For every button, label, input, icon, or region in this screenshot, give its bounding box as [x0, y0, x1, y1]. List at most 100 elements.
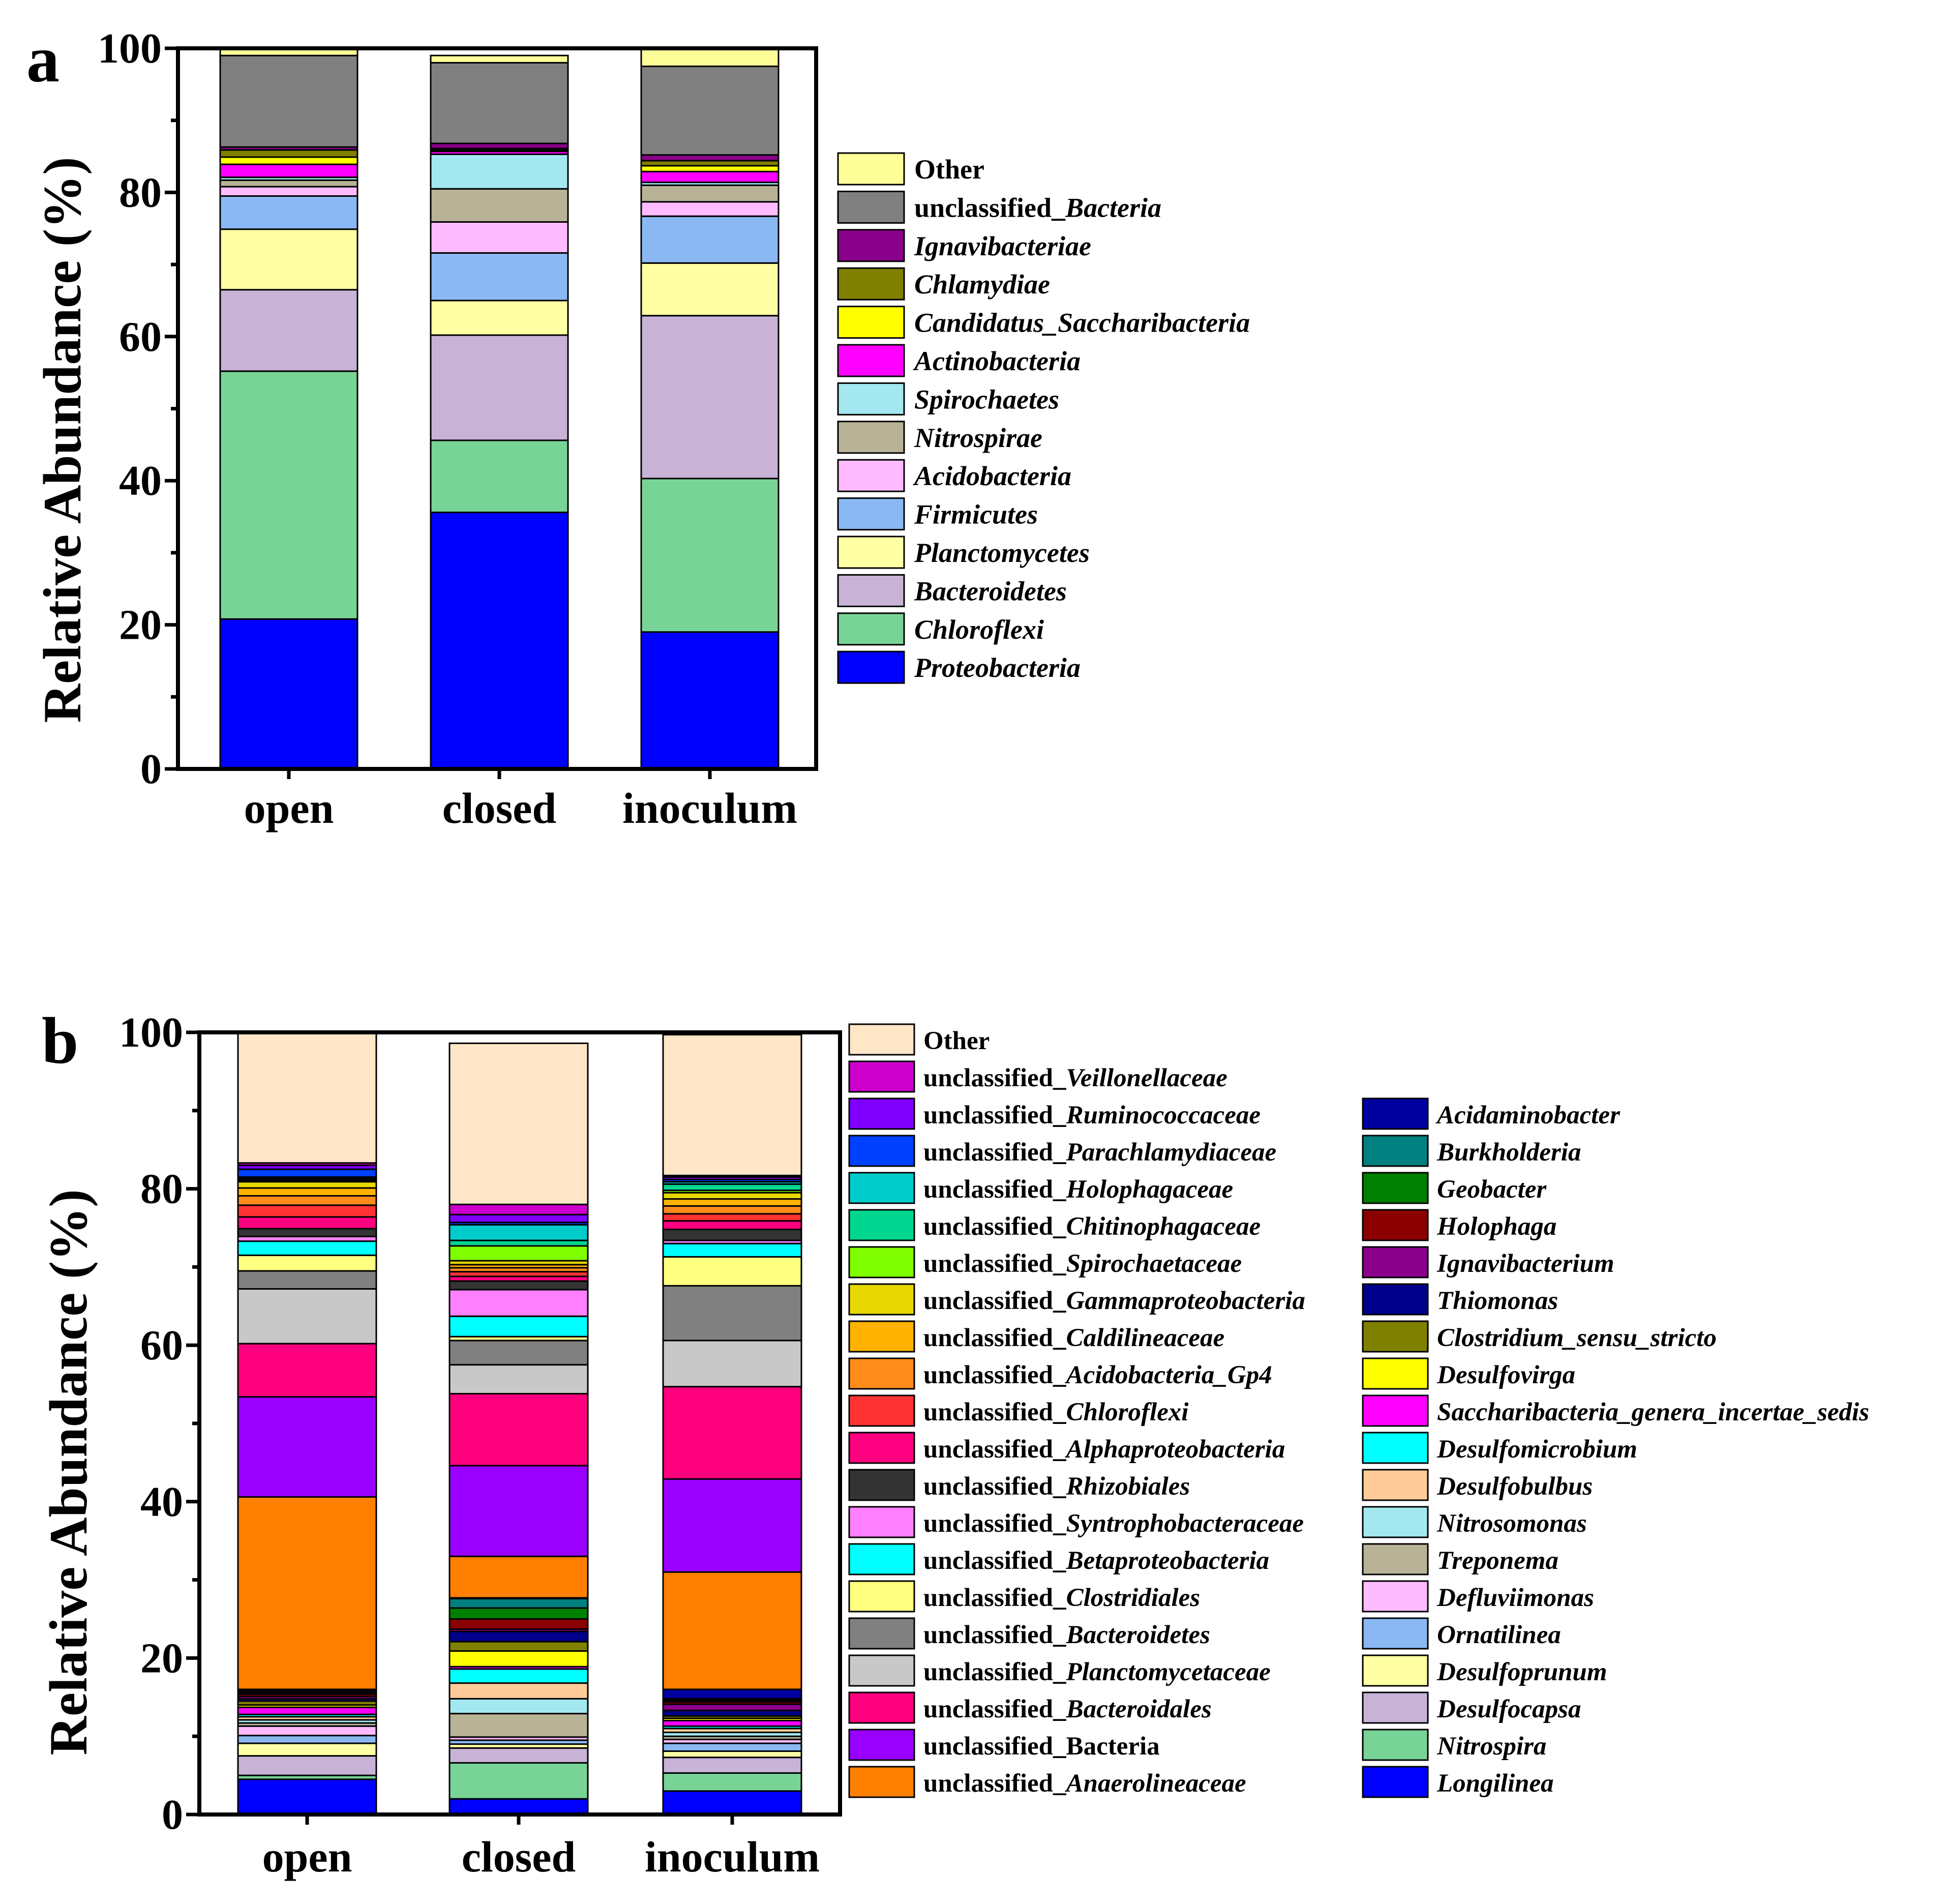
- legend-label-prefix: unclassified_: [923, 1769, 1066, 1798]
- bar-segment-inoculum-unclassified-bacteria: [662, 1478, 802, 1573]
- legend-item-desulfomicrobium: Desulfomicrobium: [1362, 1432, 1637, 1464]
- legend-label: unclassified_Clostridiales: [923, 1584, 1200, 1612]
- legend-swatch: [1362, 1283, 1429, 1316]
- legend-swatch: [1362, 1766, 1429, 1798]
- legend-label-prefix: unclassified_: [923, 1250, 1066, 1278]
- legend-swatch: [848, 1729, 915, 1761]
- legend-swatch: [837, 229, 905, 262]
- y-tick-label: 80: [119, 169, 162, 216]
- legend-swatch: [837, 344, 905, 377]
- bar-segment-open-desulfoprunum: [237, 1742, 377, 1757]
- legend-label-prefix: unclassified_: [923, 1101, 1066, 1129]
- legend-label-italic: Bacteroidetes: [914, 576, 1067, 606]
- legend-item-ignavibacterium: Ignavibacterium: [1362, 1246, 1614, 1278]
- x-category-label-open: open: [244, 784, 334, 832]
- bar-segment-inoculum-other: [640, 47, 780, 67]
- bar-segment-inoculum-ornatilinea: [662, 1742, 802, 1752]
- bar-segment-open-planctomycetes: [219, 228, 358, 291]
- legend-label-italic: Alphaproteobacteria: [1065, 1435, 1285, 1464]
- legend-label: unclassified_Anaerolineaceae: [923, 1769, 1246, 1798]
- legend-item-unclassified-spirochaetaceae: unclassified_Spirochaetaceae: [848, 1246, 1242, 1278]
- bar-segment-open-unclassified-bacteroidales: [237, 1343, 377, 1398]
- bar-segment-closed-other: [430, 54, 569, 64]
- bar-segment-closed-nitrospira: [448, 1762, 589, 1800]
- legend-swatch: [848, 1394, 915, 1427]
- legend-item-desulfovirga: Desulfovirga: [1362, 1357, 1575, 1390]
- legend-label: Acidaminobacter: [1435, 1101, 1621, 1129]
- legend-swatch: [848, 1766, 915, 1798]
- panel-b-letter: b: [42, 1004, 78, 1078]
- legend-label-prefix: Other: [914, 154, 984, 185]
- bar-segment-closed-desulfomicrobium: [448, 1668, 589, 1684]
- y-tick-label: 100: [98, 25, 162, 72]
- legend-label: Spirochaetes: [914, 384, 1059, 414]
- legend-label: Saccharibacteria_genera_incertae_sedis: [1437, 1398, 1869, 1426]
- legend-item-unclassified-chloroflexi: unclassified_Chloroflexi: [848, 1394, 1188, 1427]
- bar-segment-closed-chloroflexi: [430, 439, 569, 514]
- legend-label-italic: Gammaproteobacteria: [1066, 1287, 1305, 1315]
- bar-segment-closed-unclassified-veillonellaceae: [448, 1203, 589, 1215]
- legend-swatch: [837, 190, 905, 224]
- legend-label: unclassified_Spirochaetaceae: [923, 1250, 1242, 1278]
- bar-segment-open-unclassified-alphaproteobacteria: [237, 1216, 377, 1230]
- legend-item-other: Other: [848, 1023, 990, 1056]
- legend-swatch: [848, 1172, 915, 1204]
- legend-item-unclassified-betaproteobacteria: unclassified_Betaproteobacteria: [848, 1543, 1269, 1575]
- legend-item-unclassified-alphaproteobacteria: unclassified_Alphaproteobacteria: [848, 1432, 1285, 1464]
- bar-segment-open-ornatilinea: [237, 1735, 377, 1744]
- legend-label: unclassified_Bacteroidetes: [923, 1621, 1210, 1649]
- legend-label-italic: Desulfoprunum: [1436, 1658, 1607, 1686]
- bar-segment-closed-unclassified-chitinophagaceae: [448, 1239, 589, 1247]
- legend-label: Proteobacteria: [914, 652, 1081, 683]
- legend-item-candidatus-saccharibacteria: Candidatus_Saccharibacteria: [837, 306, 1250, 339]
- legend-label-italic: Betaproteobacteria: [1066, 1546, 1269, 1575]
- legend-swatch: [848, 1135, 915, 1167]
- legend-swatch: [848, 1432, 915, 1464]
- bar-segment-open-unclassified-chloroflexi: [237, 1204, 377, 1218]
- legend-item-clostridium-sensu-stricto: Clostridium_sensu_stricto: [1362, 1320, 1717, 1353]
- legend-label-italic: Ignavibacteriae: [914, 231, 1091, 261]
- bar-segment-inoculum-unclassified-planctomycetaceae: [662, 1340, 802, 1388]
- legend-swatch: [837, 382, 905, 415]
- legend-label: unclassified_Bacteria: [914, 192, 1161, 223]
- legend-swatch: [1362, 1617, 1429, 1650]
- bar-segment-inoculum-unclassified-chitinophagaceae: [662, 1183, 802, 1192]
- legend-swatch: [1362, 1654, 1429, 1687]
- legend-swatch: [848, 1506, 915, 1538]
- legend-swatch: [848, 1097, 915, 1130]
- legend-item-proteobacteria: Proteobacteria: [837, 650, 1081, 684]
- legend-swatch: [848, 1543, 915, 1575]
- legend-label: Other: [923, 1027, 990, 1055]
- bar-segment-inoculum-ignavibacteriae: [640, 154, 780, 162]
- legend-item-treponema: Treponema: [1362, 1543, 1559, 1575]
- legend-label: Chlamydiae: [914, 269, 1050, 300]
- legend-label: Desulfovirga: [1436, 1361, 1575, 1389]
- legend-label-italic: Desulfocapsa: [1436, 1695, 1581, 1723]
- bar-segment-inoculum-nitrospira: [662, 1772, 802, 1792]
- legend-label: Chloroflexi: [914, 614, 1044, 645]
- panel-b-legend: Otherunclassified_Veillonellaceaeunclass…: [848, 1023, 1869, 1798]
- panel-b-axes: 0 20 40 60 80 100 open closed inoculum: [119, 1009, 842, 1881]
- legend-label-italic: Chitinophagaceae: [1066, 1212, 1261, 1241]
- legend-label-prefix: unclassified_: [923, 1064, 1066, 1092]
- legend-swatch: [1362, 1357, 1429, 1390]
- legend-label: Nitrospira: [1436, 1732, 1546, 1761]
- legend-label: Desulfoprunum: [1436, 1658, 1607, 1686]
- legend-item-unclassified-clostridiales: unclassified_Clostridiales: [848, 1580, 1200, 1613]
- legend-label: Defluviimonas: [1436, 1584, 1594, 1612]
- bar-segment-closed-spirochaetes: [430, 153, 569, 190]
- legend-swatch: [837, 574, 905, 607]
- legend-label-italic: Veillonellaceae: [1066, 1064, 1228, 1092]
- legend-label-prefix: unclassified_: [923, 1546, 1066, 1575]
- legend-item-unclassified-holophagaceae: unclassified_Holophagaceae: [848, 1172, 1233, 1204]
- legend-swatch: [1362, 1320, 1429, 1353]
- legend-swatch: [848, 1617, 915, 1650]
- legend-item-planctomycetes: Planctomycetes: [837, 536, 1090, 569]
- bar-segment-closed-burkholderia: [448, 1598, 589, 1609]
- legend-label-prefix: unclassified_: [923, 1175, 1066, 1204]
- bar-segment-inoculum-unclassified-clostridiales: [662, 1256, 802, 1287]
- y-tick-label: 0: [140, 746, 162, 793]
- legend-swatch: [1362, 1543, 1429, 1575]
- legend-label: unclassified_Planctomycetaceae: [923, 1658, 1271, 1686]
